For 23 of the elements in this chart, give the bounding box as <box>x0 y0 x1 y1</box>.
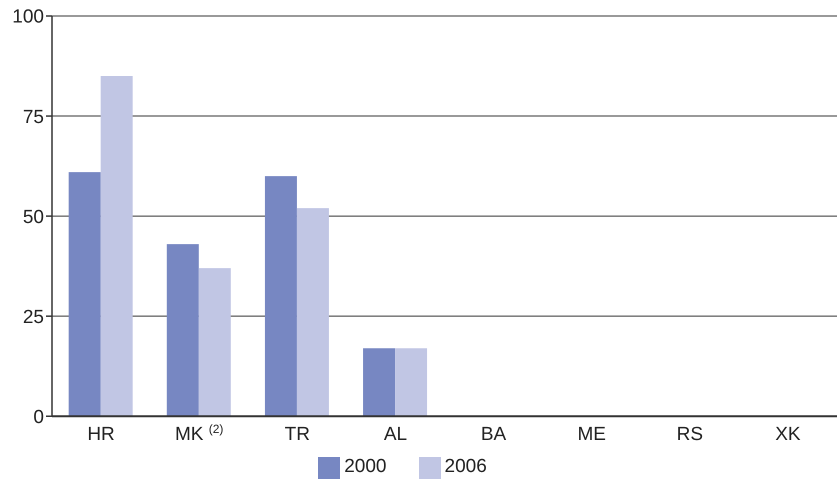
x-tick-label: XK <box>775 424 801 446</box>
x-tick-label: RS <box>676 424 704 446</box>
x-tick-label: MK $^{(2)}$ <box>174 422 224 446</box>
y-tick-label: 50 <box>22 206 44 228</box>
x-tick-label: HR <box>87 424 115 446</box>
bar <box>100 76 133 416</box>
bar <box>198 268 231 416</box>
legend-label: 2000 <box>344 456 386 478</box>
x-tick-label: AL <box>384 424 408 446</box>
y-tick-label: 75 <box>22 106 44 128</box>
bar <box>395 348 428 416</box>
y-tick-label: 0 <box>33 406 44 428</box>
bar <box>166 244 199 416</box>
legend-label: 2006 <box>444 456 487 478</box>
y-tick-label: 100 <box>12 6 44 28</box>
x-tick-label: TR <box>284 424 310 446</box>
x-tick-label: ME <box>577 424 606 446</box>
bar <box>68 172 101 416</box>
bar <box>264 176 297 416</box>
bar <box>363 348 396 416</box>
y-tick-label: 25 <box>22 306 44 328</box>
x-tick-label: BA <box>480 424 507 446</box>
bar <box>296 208 329 416</box>
